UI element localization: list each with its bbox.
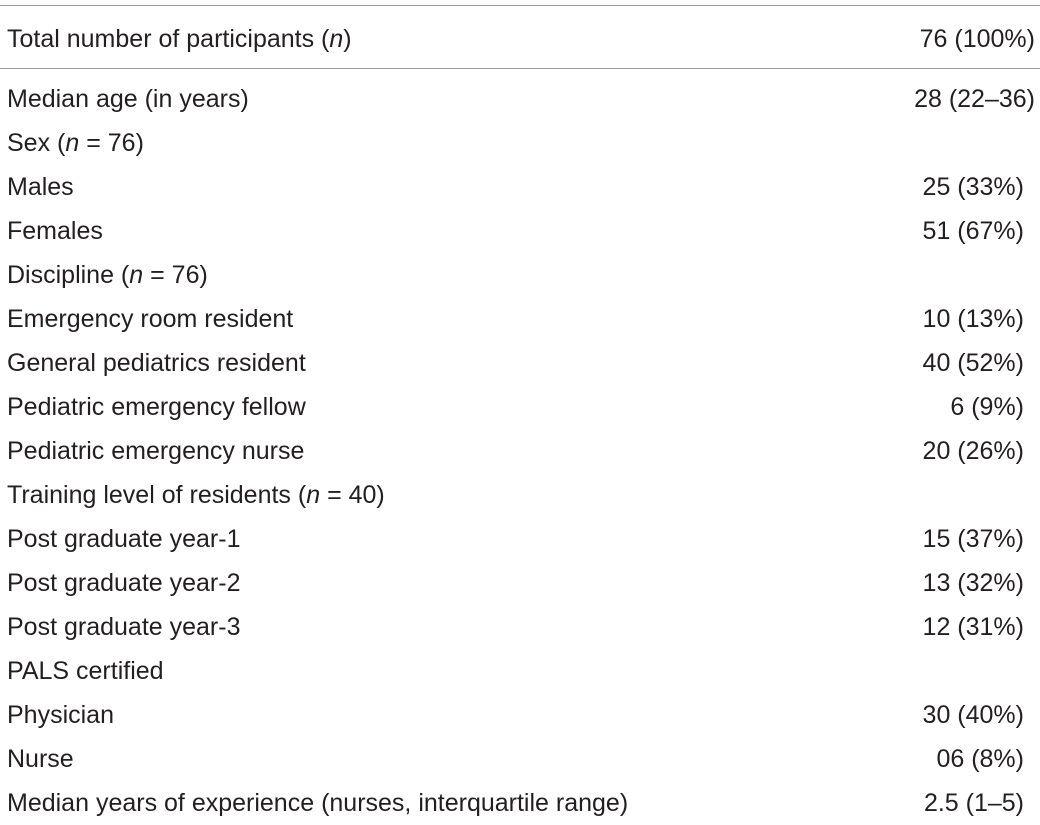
header-value: 76 (100%) <box>919 25 1035 53</box>
table-row: Nurse 06 (8%) <box>0 737 1040 781</box>
table-row: Post graduate year-1 15 (37%) <box>0 517 1040 561</box>
row-label: Post graduate year-1 <box>7 525 241 553</box>
table-row: Post graduate year-2 13 (32%) <box>0 561 1040 605</box>
row-value: 20 (26%) <box>922 437 1024 465</box>
table-row: Training level of residents (n = 40) <box>0 473 1040 517</box>
row-value: 12 (31%) <box>922 613 1024 641</box>
row-value: 06 (8%) <box>936 745 1024 773</box>
row-label: Sex (n = 76) <box>7 129 144 157</box>
row-label: Discipline (n = 76) <box>7 261 208 289</box>
row-value: 6 (9%) <box>950 393 1024 421</box>
table-row: Females 51 (67%) <box>0 209 1040 253</box>
row-label: Pediatric emergency fellow <box>7 393 306 421</box>
row-value: 51 (67%) <box>922 217 1024 245</box>
table-row: Discipline (n = 76) <box>0 253 1040 297</box>
row-label: Median years of experience (nurses, inte… <box>7 789 629 817</box>
row-value: 10 (13%) <box>922 305 1024 333</box>
row-value: 25 (33%) <box>922 173 1024 201</box>
table-header-row: Total number of participants (n) 76 (100… <box>0 17 1040 61</box>
row-value: 30 (40%) <box>922 701 1024 729</box>
table-row: Physician 30 (40%) <box>0 693 1040 737</box>
table-row: Post graduate year-3 12 (31%) <box>0 605 1040 649</box>
table-row: PALS certified <box>0 649 1040 693</box>
row-label: Females <box>7 217 103 245</box>
table-row: Median years of experience (nurses, inte… <box>0 781 1040 825</box>
row-label: Physician <box>7 701 114 729</box>
header-label: Total number of participants (n) <box>7 25 352 53</box>
table-row: Sex (n = 76) <box>0 121 1040 165</box>
row-value: 13 (32%) <box>922 569 1024 597</box>
table-header-rule <box>0 68 1040 69</box>
row-value: 40 (52%) <box>922 349 1024 377</box>
row-label: Median age (in years) <box>7 85 249 113</box>
row-label: PALS certified <box>7 657 164 685</box>
row-label: Nurse <box>7 745 74 773</box>
table-row: General pediatrics resident 40 (52%) <box>0 341 1040 385</box>
table-row: Pediatric emergency nurse 20 (26%) <box>0 429 1040 473</box>
table-row: Emergency room resident 10 (13%) <box>0 297 1040 341</box>
row-label: Males <box>7 173 74 201</box>
row-label: Post graduate year-2 <box>7 569 241 597</box>
row-value: 28 (22–36) <box>914 85 1035 113</box>
row-label: Training level of residents (n = 40) <box>7 481 385 509</box>
table-top-rule <box>0 5 1040 6</box>
table-row: Median age (in years) 28 (22–36) <box>0 77 1040 121</box>
table-row: Males 25 (33%) <box>0 165 1040 209</box>
row-label: Emergency room resident <box>7 305 294 333</box>
row-label: Pediatric emergency nurse <box>7 437 305 465</box>
row-label: General pediatrics resident <box>7 349 306 377</box>
row-value: 2.5 (1–5) <box>923 789 1024 817</box>
row-value: 15 (37%) <box>922 525 1024 553</box>
row-label: Post graduate year-3 <box>7 613 241 641</box>
table-row: Pediatric emergency fellow 6 (9%) <box>0 385 1040 429</box>
